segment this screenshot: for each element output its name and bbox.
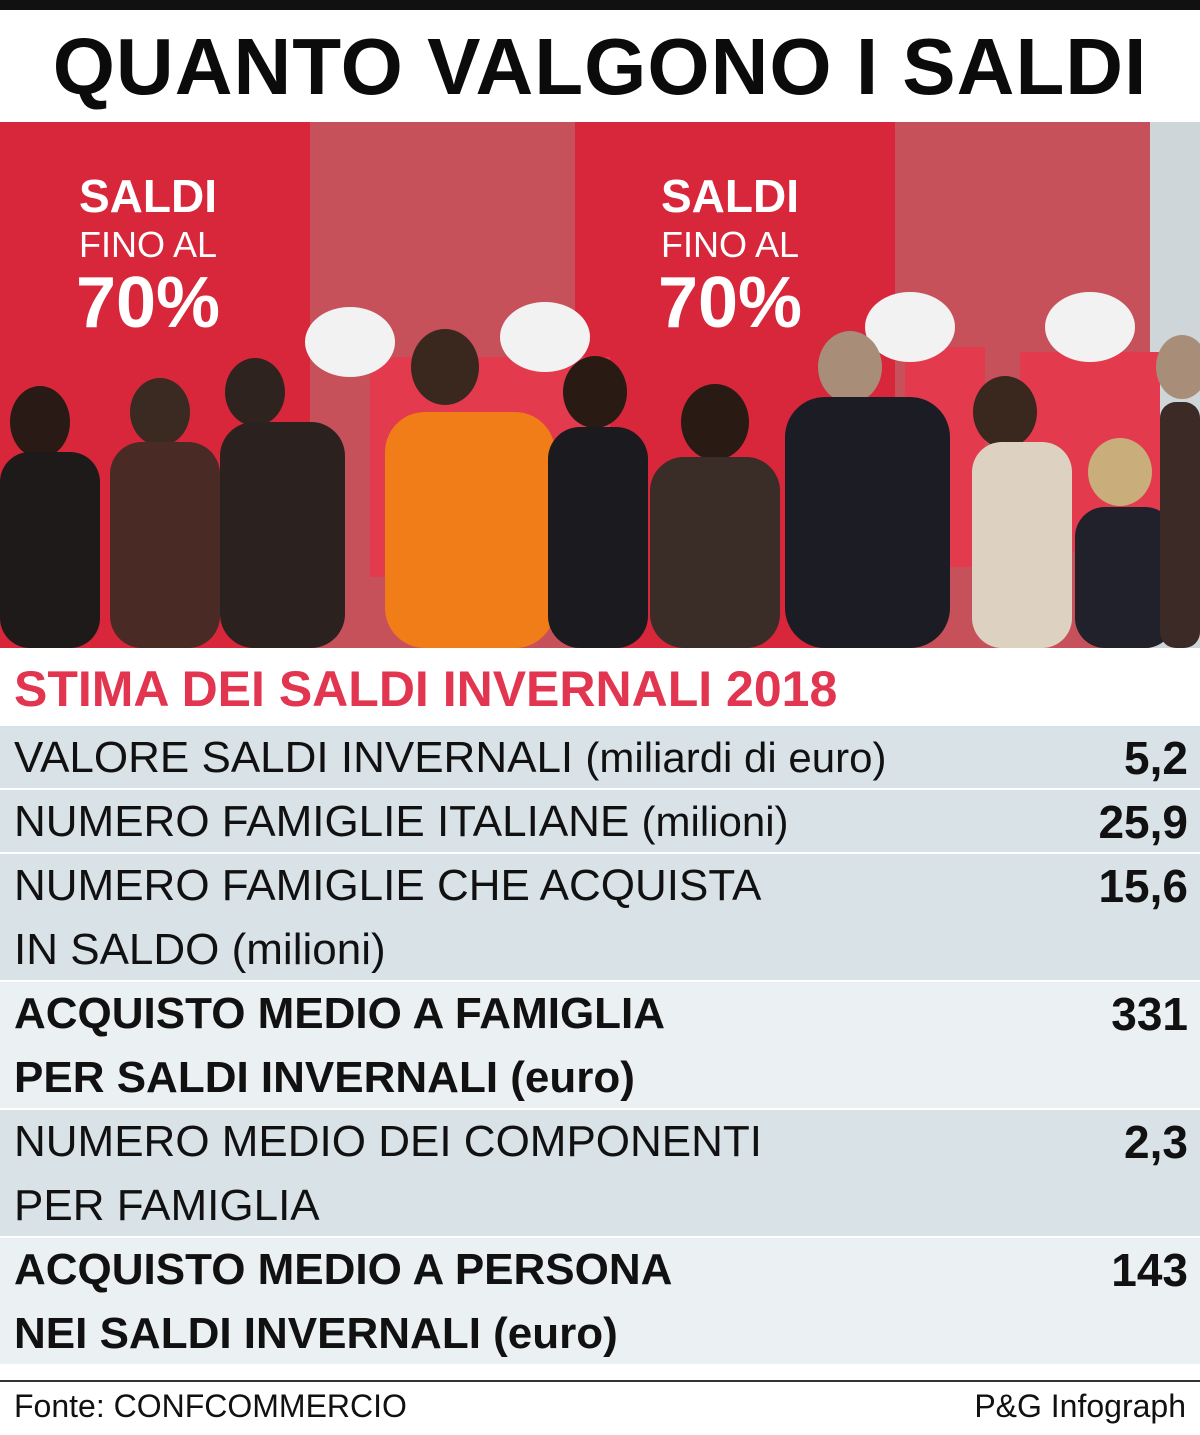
row-value: 15,6: [1098, 860, 1188, 912]
row-value: 143: [1111, 1244, 1188, 1296]
sale-sign-right: SALDI FINO AL 70%: [658, 170, 802, 343]
table-row: VALORE SALDI INVERNALI (miliardi di euro…: [0, 726, 1200, 790]
credit-note: P&G Infograph: [974, 1388, 1186, 1424]
sign-left-line1: SALDI: [79, 170, 217, 222]
table-row: ACQUISTO MEDIO A PERSONA NEI SALDI INVERN…: [0, 1238, 1200, 1366]
source-note: Fonte: CONFCOMMERCIO: [14, 1388, 407, 1424]
page-title: QUANTO VALGONO I SALDI: [52, 22, 1148, 111]
sign-left-line2: FINO AL: [79, 224, 217, 265]
row-value: 5,2: [1124, 732, 1188, 784]
table-row: NUMERO MEDIO DEI COMPONENTI PER FAMIGLIA …: [0, 1110, 1200, 1238]
sign-right-line3: 70%: [658, 263, 802, 343]
top-rule: [0, 0, 1200, 10]
sale-sign-left: SALDI FINO AL 70%: [76, 170, 220, 343]
table-row: ACQUISTO MEDIO A FAMIGLIA PER SALDI INVER…: [0, 982, 1200, 1110]
sign-right-line1: SALDI: [661, 170, 799, 222]
row-value: 25,9: [1098, 796, 1188, 848]
row-label: ACQUISTO MEDIO A FAMIGLIA PER SALDI INVER…: [14, 989, 666, 1102]
sign-left-line3: 70%: [76, 263, 220, 343]
row-value: 2,3: [1124, 1116, 1188, 1168]
table-subtitle: STIMA DEI SALDI INVERNALI 2018: [14, 661, 838, 717]
sign-right-line2: FINO AL: [661, 224, 799, 265]
shoppers-crowd: [0, 329, 1200, 648]
row-label: NUMERO FAMIGLIE CHE ACQUISTA IN SALDO (mi…: [14, 861, 762, 974]
header-photo: SALDI FINO AL 70% SALDI FINO AL 70%: [0, 122, 1200, 648]
table-row: NUMERO FAMIGLIE ITALIANE (milioni) 25,9: [0, 790, 1200, 854]
row-label: NUMERO MEDIO DEI COMPONENTI PER FAMIGLIA: [14, 1117, 763, 1230]
row-label: NUMERO FAMIGLIE ITALIANE (milioni): [14, 797, 789, 846]
table-row: NUMERO FAMIGLIE CHE ACQUISTA IN SALDO (mi…: [0, 854, 1200, 982]
stats-table: VALORE SALDI INVERNALI (miliardi di euro…: [0, 726, 1200, 1366]
footer-rule: [0, 1380, 1200, 1382]
row-label: ACQUISTO MEDIO A PERSONA NEI SALDI INVERN…: [14, 1245, 673, 1358]
row-value: 331: [1111, 988, 1188, 1040]
row-label: VALORE SALDI INVERNALI (miliardi di euro…: [14, 733, 887, 782]
